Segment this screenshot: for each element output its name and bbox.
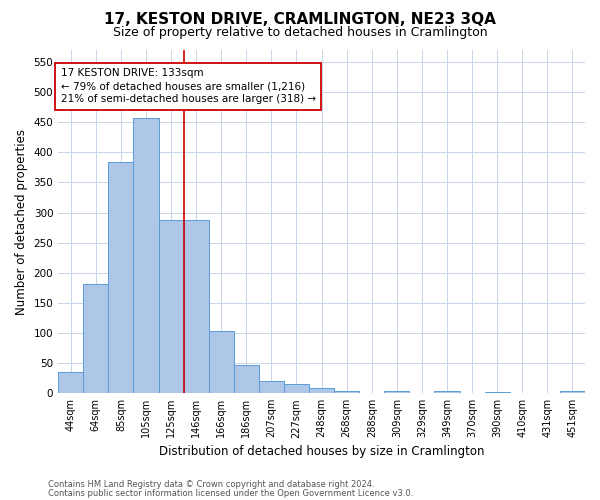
Bar: [234, 365, 259, 393]
Bar: [109, 162, 133, 393]
Text: 17, KESTON DRIVE, CRAMLINGTON, NE23 3QA: 17, KESTON DRIVE, CRAMLINGTON, NE23 3QA: [104, 12, 496, 28]
Bar: [58, 372, 83, 393]
Bar: [284, 384, 309, 393]
X-axis label: Distribution of detached houses by size in Cramlington: Distribution of detached houses by size …: [159, 444, 484, 458]
Text: Size of property relative to detached houses in Cramlington: Size of property relative to detached ho…: [113, 26, 487, 39]
Text: 17 KESTON DRIVE: 133sqm
← 79% of detached houses are smaller (1,216)
21% of semi: 17 KESTON DRIVE: 133sqm ← 79% of detache…: [61, 68, 316, 104]
Bar: [158, 220, 184, 393]
Bar: [334, 392, 359, 393]
Bar: [184, 220, 209, 393]
Bar: [209, 330, 234, 393]
Text: Contains HM Land Registry data © Crown copyright and database right 2024.: Contains HM Land Registry data © Crown c…: [48, 480, 374, 489]
Bar: [259, 381, 284, 393]
Bar: [485, 392, 510, 393]
Bar: [133, 118, 158, 393]
Bar: [434, 392, 460, 393]
Bar: [309, 388, 334, 393]
Bar: [560, 392, 585, 393]
Bar: [83, 284, 109, 393]
Y-axis label: Number of detached properties: Number of detached properties: [15, 128, 28, 314]
Text: Contains public sector information licensed under the Open Government Licence v3: Contains public sector information licen…: [48, 488, 413, 498]
Bar: [385, 391, 409, 393]
